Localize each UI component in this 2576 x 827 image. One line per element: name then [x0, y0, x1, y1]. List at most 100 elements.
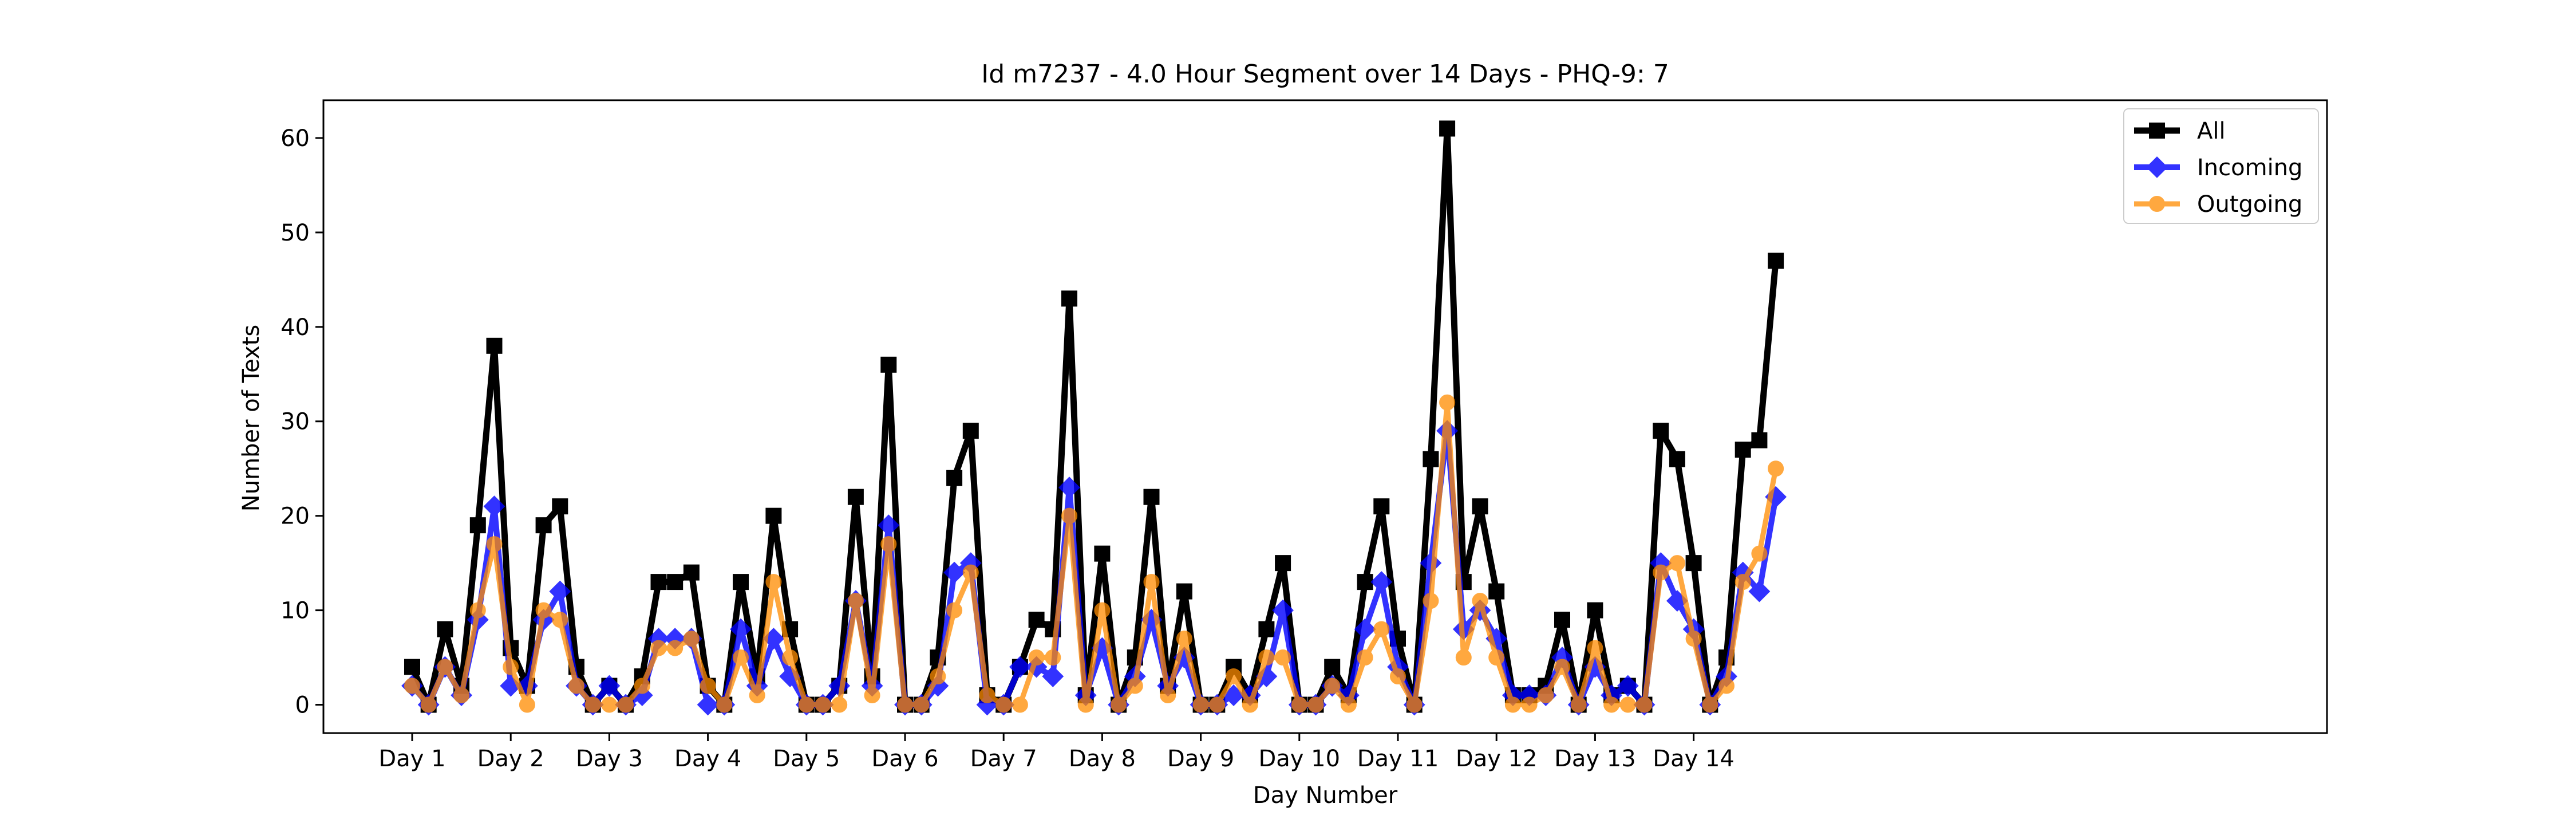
data-point-outgoing [1373, 621, 1390, 637]
data-point-incoming [1354, 618, 1376, 640]
data-point-all [1357, 574, 1373, 590]
data-point-outgoing [1718, 678, 1735, 694]
data-point-outgoing [880, 536, 897, 553]
data-point-all [880, 356, 897, 373]
data-point-outgoing [716, 696, 733, 713]
data-point-all [1258, 621, 1275, 637]
data-point-outgoing [618, 696, 634, 713]
data-point-all [667, 574, 683, 590]
data-point-all [1373, 498, 1390, 515]
data-point-outgoing [1094, 602, 1111, 619]
x-tick-label: Day 3 [576, 746, 643, 772]
y-tick-label: 20 [280, 503, 310, 530]
data-point-incoming [1617, 675, 1639, 697]
data-point-all [1176, 583, 1192, 600]
axis-ticks: 0 10 20 30 40 50 60 Day 1 Day 2 Day 3 Day 4 Day 5 Da… [280, 125, 1735, 772]
data-point-outgoing [1291, 696, 1307, 713]
data-point-outgoing [995, 696, 1012, 713]
data-point-incoming [730, 618, 752, 640]
x-tick-label: Day 7 [970, 746, 1037, 772]
y-tick-label: 60 [280, 125, 310, 152]
data-point-outgoing [930, 668, 946, 685]
data-point-outgoing [1061, 507, 1077, 524]
data-point-outgoing [519, 696, 535, 713]
legend-label: Outgoing [2197, 191, 2302, 218]
x-tick-label: Day 8 [1069, 746, 1136, 772]
data-point-outgoing [897, 696, 913, 713]
data-point-all [1554, 612, 1570, 628]
data-point-all [1488, 583, 1505, 600]
data-point-outgoing [1653, 564, 1669, 581]
data-point-outgoing [1045, 649, 1061, 666]
data-point-outgoing [1735, 574, 1751, 590]
data-point-outgoing [1488, 649, 1505, 666]
data-point-outgoing [453, 687, 470, 704]
x-tick-label: Day 5 [773, 746, 840, 772]
legend: All Incoming Outgoing [2123, 108, 2319, 224]
data-point-outgoing [1209, 696, 1226, 713]
data-point-outgoing [1111, 696, 1127, 713]
data-point-outgoing [1423, 593, 1439, 609]
data-point-outgoing [1587, 640, 1603, 656]
data-point-incoming [1748, 580, 1771, 602]
x-tick-label: Day 10 [1258, 746, 1340, 772]
data-point-outgoing [1472, 593, 1488, 609]
data-point-incoming [549, 580, 571, 602]
data-point-outgoing [1504, 696, 1521, 713]
data-point-all [733, 574, 749, 590]
data-point-all [469, 517, 486, 534]
data-point-outgoing [1538, 687, 1554, 704]
data-point-outgoing [979, 687, 995, 704]
data-point-outgoing [782, 649, 799, 666]
x-tick-label: Day 11 [1357, 746, 1439, 772]
data-point-all [1472, 498, 1488, 515]
data-point-all [650, 574, 667, 590]
data-point-outgoing [749, 687, 765, 704]
data-point-outgoing [1702, 696, 1718, 713]
data-point-outgoing [1406, 696, 1423, 713]
legend-item-outgoing [2134, 196, 2180, 212]
data-point-outgoing [1390, 668, 1406, 685]
data-point-all [552, 498, 568, 515]
data-point-outgoing [1521, 696, 1538, 713]
data-point-outgoing [831, 696, 848, 713]
legend-item-incoming [2134, 156, 2180, 178]
data-point-all [1275, 555, 1291, 572]
data-point-all [1423, 451, 1439, 467]
y-tick-label: 10 [280, 598, 310, 624]
y-tick-label: 50 [280, 220, 310, 246]
legend-marker [2149, 196, 2165, 212]
y-tick-label: 30 [280, 409, 310, 435]
x-tick-label: Day 9 [1167, 746, 1234, 772]
data-point-outgoing [568, 678, 584, 694]
data-point-outgoing [1324, 678, 1341, 694]
data-point-outgoing [469, 602, 486, 619]
data-point-all [404, 659, 420, 675]
data-point-incoming [1370, 571, 1393, 593]
data-point-outgoing [667, 640, 683, 656]
data-point-outgoing [552, 612, 568, 628]
data-point-outgoing [1751, 545, 1768, 562]
data-point-outgoing [1455, 649, 1472, 666]
data-point-all [1061, 290, 1077, 307]
data-point-all [1653, 423, 1669, 439]
x-tick-label: Day 12 [1456, 746, 1538, 772]
data-point-all [486, 337, 503, 354]
data-point-outgoing [634, 678, 650, 694]
data-point-outgoing [765, 574, 782, 590]
legend-item-all [2134, 123, 2180, 139]
data-point-incoming [1058, 476, 1080, 499]
data-point-outgoing [1439, 394, 1456, 411]
data-point-outgoing [503, 659, 519, 675]
data-point-outgoing [601, 696, 618, 713]
data-point-incoming [878, 514, 900, 537]
data-point-outgoing [1669, 555, 1685, 572]
data-point-outgoing [650, 640, 667, 656]
data-point-outgoing [1160, 687, 1176, 704]
data-point-outgoing [1077, 696, 1094, 713]
data-point-all [765, 507, 782, 524]
data-point-outgoing [1028, 649, 1045, 666]
data-point-outgoing [1554, 659, 1570, 675]
